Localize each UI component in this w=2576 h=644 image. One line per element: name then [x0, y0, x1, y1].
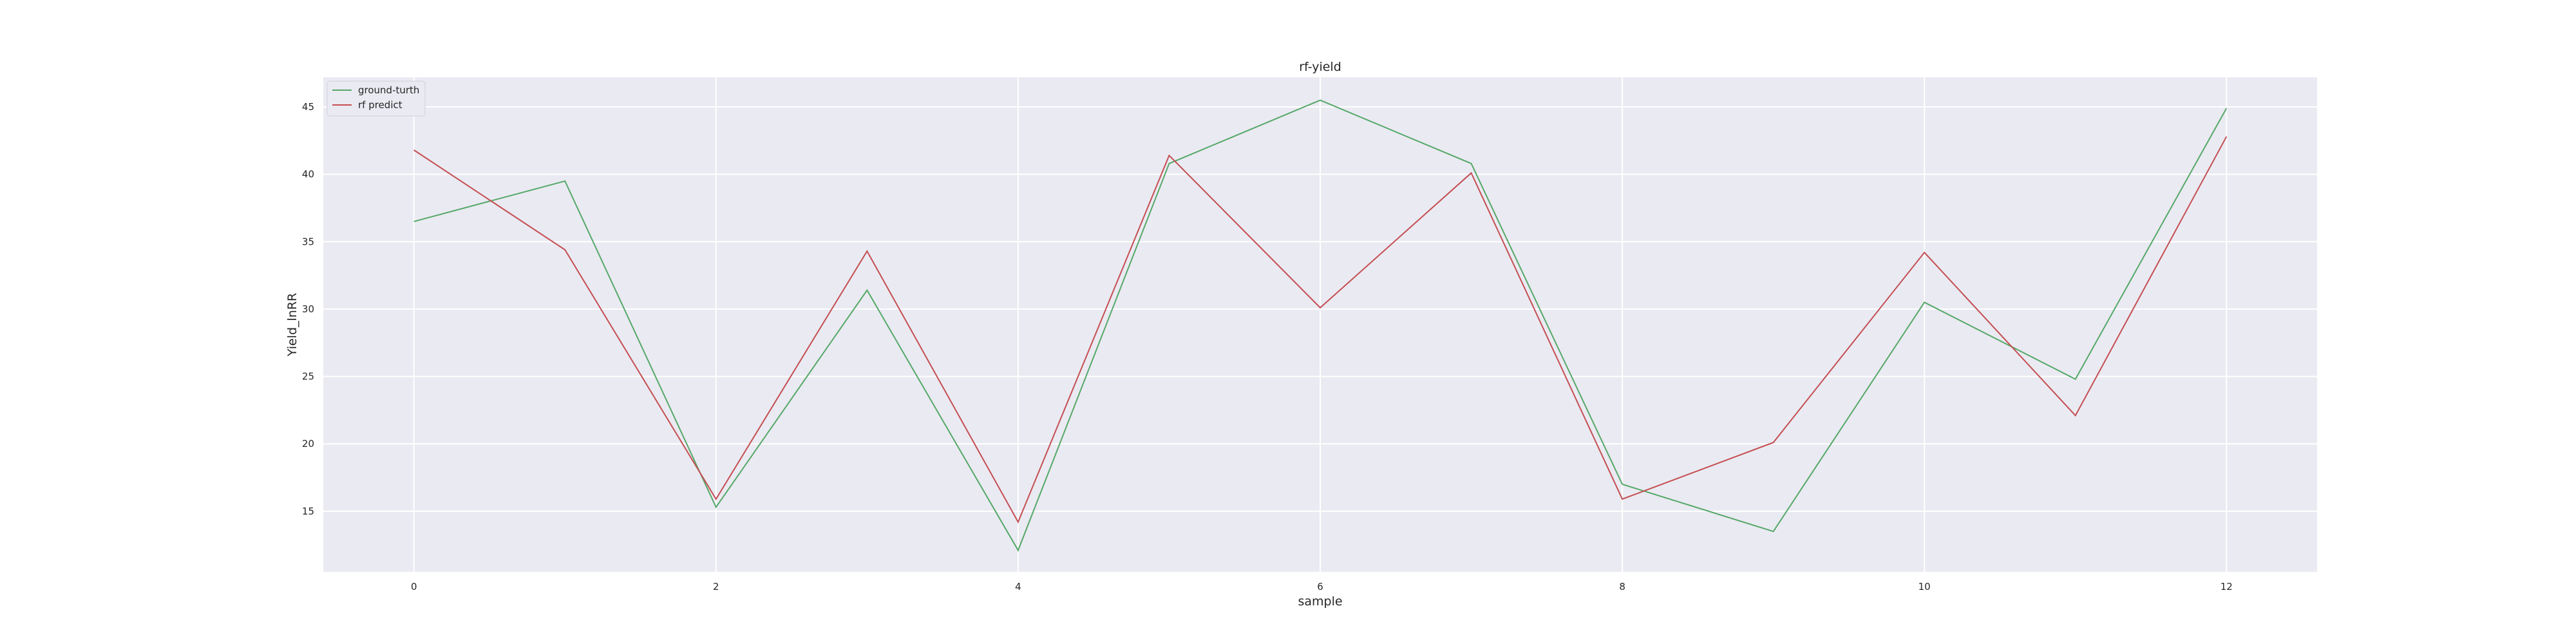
x-tick-label: 8 [1619, 581, 1625, 592]
x-tick-label: 2 [713, 581, 719, 592]
series-lines [413, 99, 2228, 552]
y-tick-label: 40 [302, 169, 314, 180]
legend-label-ground-turth: ground-turth [358, 84, 419, 96]
x-axis-label: sample [1298, 594, 1342, 609]
x-tick-label: 4 [1015, 581, 1021, 592]
series-line-rf-predict [413, 136, 2228, 524]
chart-title: rf-yield [1299, 60, 1341, 74]
y-axis-label: Yield_lnRR [285, 293, 299, 357]
y-tick-label: 30 [302, 303, 314, 315]
y-tick-label: 20 [302, 438, 314, 450]
x-tick-label: 6 [1317, 581, 1323, 592]
y-tick-label: 15 [302, 506, 314, 517]
legend: ground-turth rf predict [327, 80, 426, 117]
x-tick-label: 10 [1918, 581, 1931, 592]
y-gridlines [323, 106, 2317, 512]
x-tick-labels: 0 2 4 6 8 10 12 [411, 581, 2233, 592]
x-tick-label: 0 [411, 581, 417, 592]
y-tick-labels: 15 20 25 30 35 40 45 [302, 101, 314, 517]
legend-label-rf-predict: rf predict [358, 99, 402, 111]
series-line-ground-turth [413, 99, 2228, 552]
y-tick-label: 25 [302, 371, 314, 383]
y-tick-label: 35 [302, 236, 314, 247]
x-tick-label: 12 [2221, 581, 2233, 592]
x-gridlines [413, 77, 2228, 572]
y-tick-label: 45 [302, 101, 314, 113]
